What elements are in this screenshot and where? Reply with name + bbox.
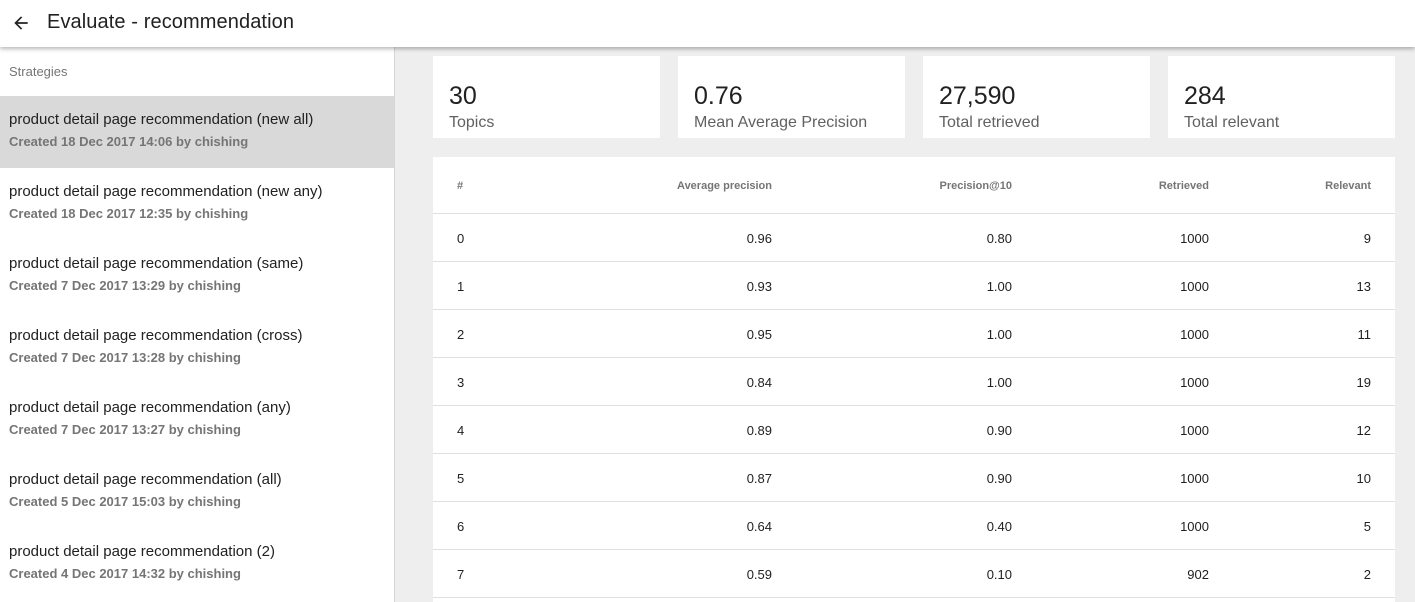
cell-relevant: 5 [1363, 519, 1371, 534]
column-header-precision-at-10[interactable]: Precision@10 [939, 180, 1012, 192]
cell-index: 1 [457, 279, 465, 294]
stat-value: 284 [1184, 82, 1226, 110]
cell-retrieved: 1000 [1180, 375, 1209, 390]
column-header-retrieved[interactable]: Retrieved [1158, 180, 1209, 192]
cell-retrieved: 1000 [1180, 519, 1209, 534]
cell-index: 3 [457, 375, 465, 390]
cell-average-precision: 0.93 [746, 279, 772, 294]
cell-relevant: 11 [1357, 327, 1372, 342]
stat-value: 30 [449, 82, 477, 110]
cell-average-precision: 0.87 [746, 471, 772, 486]
strategies-sidebar: Strategies product detail page recommend… [0, 47, 395, 602]
table-header-row: # Average precision Precision@10 Retriev… [433, 157, 1395, 214]
strategy-meta: Created 7 Dec 2017 13:29 by chishing [9, 278, 241, 293]
cell-average-precision: 0.89 [746, 423, 772, 438]
strategy-name: product detail page recommendation (same… [9, 255, 304, 272]
strategy-name: product detail page recommendation (cros… [9, 327, 303, 344]
cell-retrieved: 1000 [1180, 279, 1209, 294]
strategy-meta: Created 5 Dec 2017 15:03 by chishing [9, 494, 241, 509]
strategy-item-same[interactable]: product detail page recommendation (same… [0, 240, 394, 312]
stat-card-total-relevant: 284 Total relevant [1168, 56, 1395, 138]
cell-relevant: 9 [1363, 231, 1371, 246]
strategy-meta: Created 7 Dec 2017 13:27 by chishing [9, 422, 241, 437]
strategy-name: product detail page recommendation (new … [9, 183, 323, 200]
sidebar-header: Strategies [9, 64, 68, 79]
cell-precision-at-10: 1.00 [986, 327, 1012, 342]
strategy-name: product detail page recommendation (all) [9, 471, 282, 488]
cell-retrieved: 1000 [1180, 327, 1209, 342]
cell-precision-at-10: 1.00 [986, 375, 1012, 390]
cell-index: 6 [457, 519, 465, 534]
cell-average-precision: 0.95 [746, 327, 772, 342]
cell-average-precision: 0.96 [746, 231, 772, 246]
strategy-item-new-any[interactable]: product detail page recommendation (new … [0, 168, 394, 240]
cell-index: 4 [457, 423, 465, 438]
stat-label: Total relevant [1184, 114, 1280, 131]
table-row[interactable]: 7 0.59 0.10 902 2 [433, 550, 1395, 598]
strategy-meta: Created 7 Dec 2017 13:28 by chishing [9, 350, 241, 365]
table-row[interactable]: 0 0.96 0.80 1000 9 [433, 214, 1395, 262]
strategy-item-2[interactable]: product detail page recommendation (2) C… [0, 528, 394, 600]
cell-relevant: 10 [1356, 471, 1371, 486]
cell-retrieved: 1000 [1180, 471, 1209, 486]
cell-retrieved: 902 [1187, 567, 1209, 582]
stat-label: Mean Average Precision [694, 114, 868, 131]
cell-index: 5 [457, 471, 465, 486]
cell-precision-at-10: 0.10 [986, 567, 1012, 582]
cell-average-precision: 0.84 [746, 375, 772, 390]
cell-average-precision: 0.59 [746, 567, 772, 582]
table-row[interactable]: 1 0.93 1.00 1000 13 [433, 262, 1395, 310]
column-header-relevant[interactable]: Relevant [1325, 180, 1371, 192]
cell-relevant: 2 [1363, 567, 1371, 582]
cell-average-precision: 0.64 [746, 519, 772, 534]
stat-card-map: 0.76 Mean Average Precision [678, 56, 905, 138]
cell-retrieved: 1000 [1180, 231, 1209, 246]
table-row[interactable]: 4 0.89 0.90 1000 12 [433, 406, 1395, 454]
strategy-name: product detail page recommendation (2) [9, 543, 275, 560]
cell-retrieved: 1000 [1180, 423, 1209, 438]
strategy-item-new-all[interactable]: product detail page recommendation (new … [0, 96, 394, 168]
table-row[interactable]: 3 0.84 1.00 1000 19 [433, 358, 1395, 406]
cell-precision-at-10: 1.00 [986, 279, 1012, 294]
cell-relevant: 19 [1356, 375, 1371, 390]
stat-label: Total retrieved [939, 114, 1040, 131]
stat-label: Topics [449, 114, 495, 131]
strategy-name: product detail page recommendation (new … [9, 111, 314, 128]
cell-precision-at-10: 0.90 [986, 471, 1012, 486]
cell-index: 7 [457, 567, 465, 582]
strategy-item-cross[interactable]: product detail page recommendation (cros… [0, 312, 394, 384]
cell-relevant: 13 [1356, 279, 1371, 294]
page-title: Evaluate - recommendation [47, 11, 295, 33]
stat-value: 27,590 [939, 82, 1016, 110]
arrow-left-icon [14, 16, 28, 30]
cell-precision-at-10: 0.80 [986, 231, 1012, 246]
table-row[interactable]: 5 0.87 0.90 1000 10 [433, 454, 1395, 502]
table-row[interactable]: 6 0.64 0.40 1000 5 [433, 502, 1395, 550]
cell-index: 0 [457, 231, 465, 246]
strategy-meta: Created 18 Dec 2017 12:35 by chishing [9, 206, 249, 221]
table-row[interactable]: 2 0.95 1.00 1000 11 [433, 310, 1395, 358]
strategy-item-any[interactable]: product detail page recommendation (any)… [0, 384, 394, 456]
cell-relevant: 12 [1356, 423, 1371, 438]
column-header-index[interactable]: # [457, 180, 464, 192]
app-bar: Evaluate - recommendation [0, 0, 1415, 47]
column-header-average-precision[interactable]: Average precision [677, 180, 772, 192]
strategy-meta: Created 18 Dec 2017 14:06 by chishing [9, 134, 249, 149]
strategy-meta: Created 4 Dec 2017 14:32 by chishing [9, 566, 241, 581]
strategy-name: product detail page recommendation (any) [9, 399, 291, 416]
cell-index: 2 [457, 327, 465, 342]
cell-precision-at-10: 0.90 [986, 423, 1012, 438]
cell-precision-at-10: 0.40 [986, 519, 1012, 534]
back-button[interactable] [10, 12, 32, 34]
stat-value: 0.76 [694, 82, 743, 110]
main-panel: 30 Topics 0.76 Mean Average Precision 27… [395, 47, 1415, 602]
results-table: # Average precision Precision@10 Retriev… [433, 157, 1395, 602]
strategy-item-all[interactable]: product detail page recommendation (all)… [0, 456, 394, 528]
stat-card-topics: 30 Topics [433, 56, 660, 138]
stat-card-total-retrieved: 27,590 Total retrieved [923, 56, 1150, 138]
